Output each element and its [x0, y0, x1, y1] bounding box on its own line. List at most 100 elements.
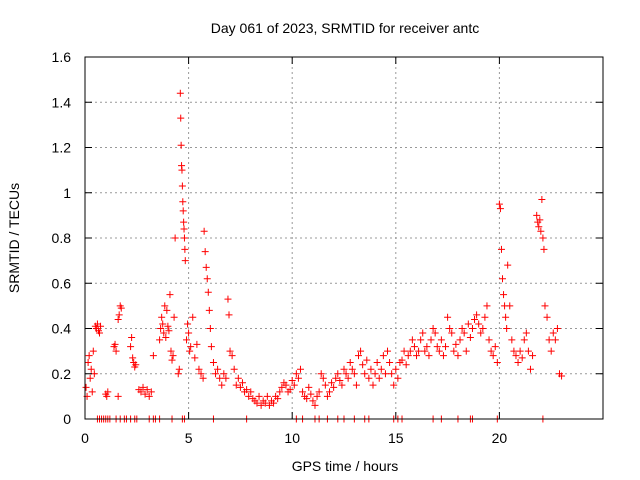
- data-point: [497, 245, 505, 253]
- data-point: [290, 381, 298, 389]
- data-point: [464, 320, 472, 328]
- x-tick-label: 15: [388, 430, 404, 446]
- data-point: [226, 347, 234, 355]
- data-point: [185, 329, 193, 337]
- data-point: [506, 302, 514, 310]
- data-point: [520, 336, 528, 344]
- data-point: [162, 334, 170, 342]
- data-point: [278, 383, 286, 391]
- data-point: [529, 352, 537, 360]
- data-point: [553, 325, 561, 332]
- grid-lines: [85, 57, 603, 419]
- data-point: [325, 388, 333, 396]
- data-point: [485, 336, 493, 344]
- data-point: [307, 390, 315, 398]
- data-point: [201, 248, 209, 256]
- data-point: [328, 379, 336, 387]
- data-point: [379, 352, 387, 360]
- data-point: [315, 388, 323, 396]
- data-point: [514, 358, 522, 366]
- data-point: [263, 392, 271, 400]
- data-point: [390, 381, 398, 389]
- data-point: [350, 370, 358, 378]
- y-tick-label: 1: [63, 185, 71, 201]
- data-point: [296, 365, 304, 373]
- data-point: [433, 343, 441, 351]
- data-point: [338, 381, 346, 389]
- data-point: [504, 261, 512, 269]
- data-point: [127, 343, 135, 351]
- data-point: [132, 361, 140, 369]
- data-point: [167, 347, 175, 355]
- data-point: [180, 234, 188, 242]
- data-point: [84, 358, 92, 366]
- data-point: [503, 325, 511, 332]
- data-point: [437, 336, 445, 344]
- data-point: [522, 329, 530, 337]
- data-point: [245, 392, 253, 400]
- data-point: [117, 304, 125, 312]
- data-point: [294, 374, 302, 382]
- data-point: [253, 399, 261, 407]
- data-point: [309, 397, 317, 405]
- data-point: [371, 370, 379, 378]
- data-point: [145, 392, 153, 400]
- data-point: [549, 329, 557, 337]
- data-point: [431, 329, 439, 337]
- data-point: [236, 383, 244, 391]
- data-point: [510, 347, 518, 355]
- y-tick-label: 0.6: [52, 275, 72, 291]
- y-tick-label: 0.4: [52, 321, 72, 337]
- data-point: [336, 377, 344, 385]
- data-point: [408, 336, 416, 344]
- data-point: [483, 302, 491, 310]
- data-point: [334, 370, 342, 378]
- data-point: [176, 89, 184, 97]
- data-point: [179, 207, 187, 215]
- data-point: [276, 388, 284, 396]
- data-point: [410, 343, 418, 351]
- data-point: [204, 288, 212, 296]
- data-point: [202, 263, 210, 271]
- data-point: [421, 347, 429, 355]
- data-point: [442, 343, 450, 351]
- data-point: [413, 352, 421, 360]
- data-point: [342, 370, 350, 378]
- chart-title: Day 061 of 2023, SRMTID for receiver ant…: [211, 20, 479, 36]
- data-point: [181, 257, 189, 265]
- data-point: [178, 182, 186, 190]
- data-point: [373, 358, 381, 366]
- x-tick-label: 0: [81, 430, 89, 446]
- data-point: [286, 386, 294, 394]
- data-point: [161, 302, 169, 310]
- data-point: [156, 336, 164, 344]
- data-point: [89, 347, 97, 355]
- data-point: [537, 227, 545, 235]
- data-point: [160, 329, 168, 337]
- data-point: [367, 365, 375, 373]
- data-point: [518, 354, 526, 362]
- data-point: [149, 352, 157, 360]
- data-point: [212, 370, 220, 378]
- data-point: [164, 322, 172, 330]
- data-point: [166, 291, 174, 299]
- data-point: [388, 370, 396, 378]
- data-point: [197, 370, 205, 378]
- data-point: [288, 377, 296, 385]
- data-point: [103, 392, 111, 400]
- data-point: [479, 325, 487, 332]
- data-point: [189, 313, 197, 321]
- data-point: [270, 399, 278, 407]
- data-point: [471, 315, 479, 323]
- data-point: [179, 198, 187, 206]
- data-point: [344, 374, 352, 382]
- data-point: [346, 358, 354, 366]
- data-point: [384, 347, 392, 355]
- data-point: [538, 196, 546, 204]
- data-point: [96, 329, 104, 337]
- data-point: [516, 347, 524, 355]
- data-point: [487, 347, 495, 355]
- data-point: [458, 325, 466, 332]
- data-point: [468, 325, 476, 332]
